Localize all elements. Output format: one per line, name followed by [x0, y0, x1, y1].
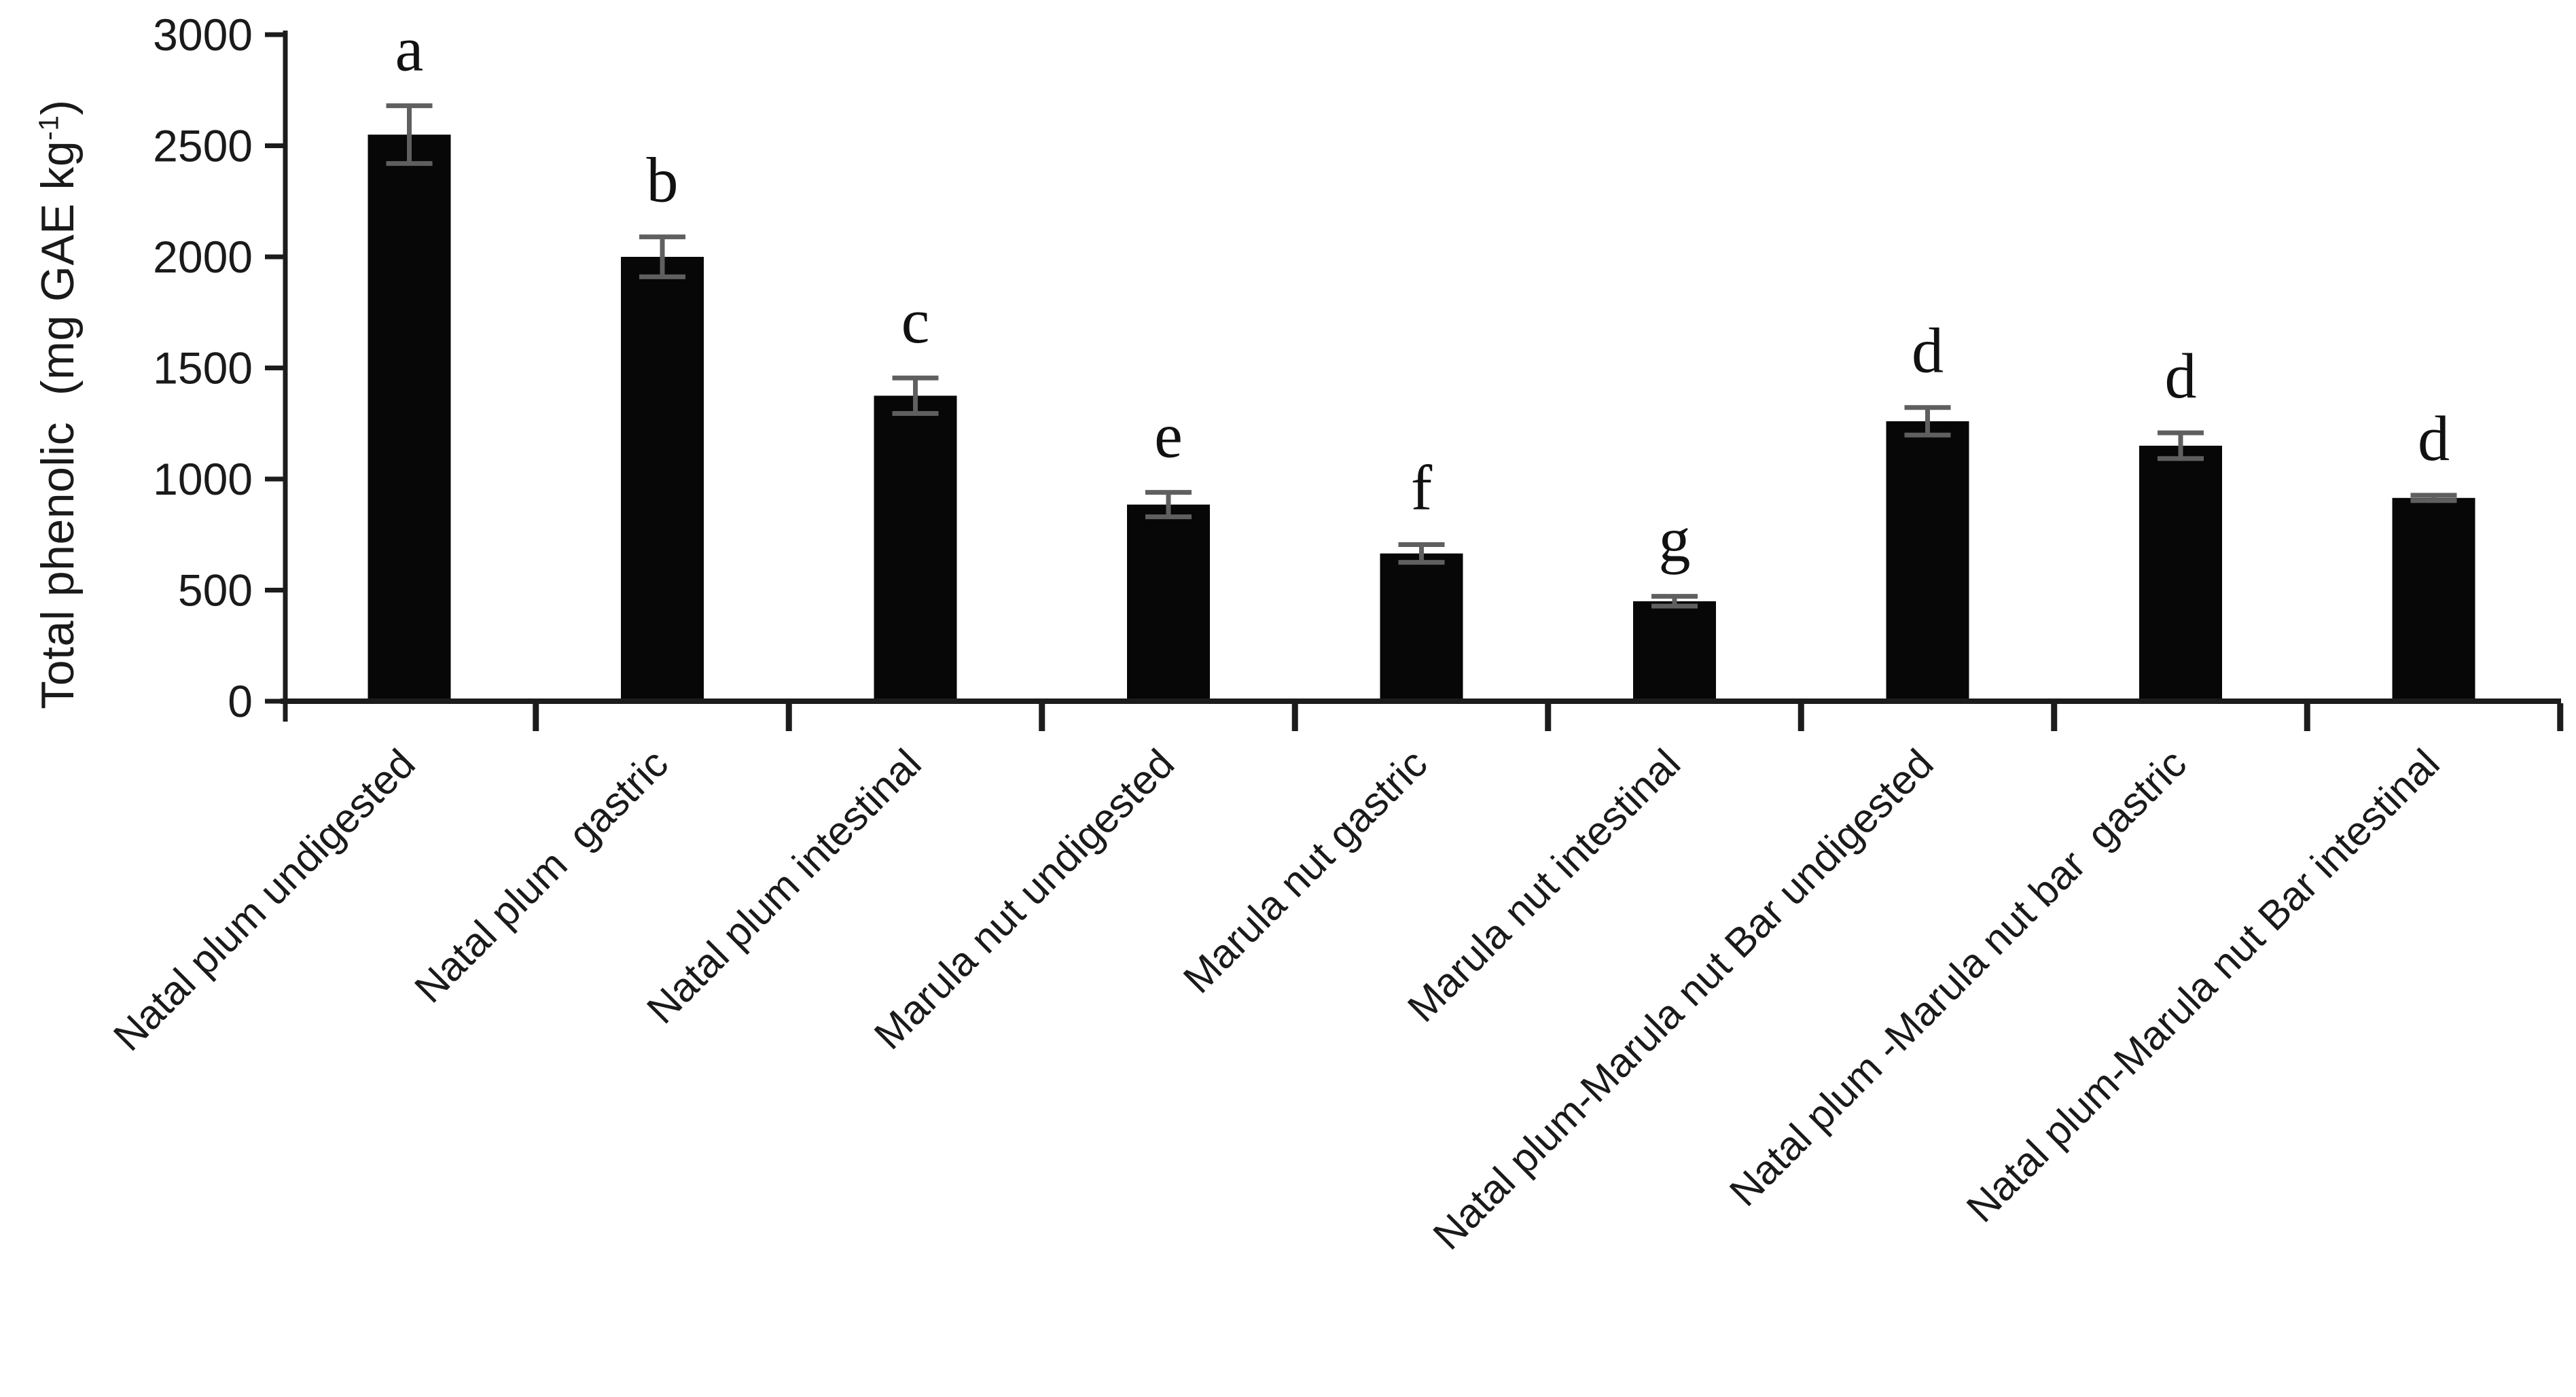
x-category-label: Natal plum intestinal	[638, 741, 929, 1032]
significance-letter: d	[2165, 341, 2197, 412]
x-category-label: Natal plum-Marula nut Bar undigested	[1425, 741, 1942, 1258]
bar	[874, 395, 957, 701]
significance-letter: e	[1154, 401, 1183, 472]
x-category-label: Natal plum undigested	[105, 741, 424, 1060]
bar	[368, 135, 451, 701]
significance-letter: a	[395, 14, 424, 85]
x-category-label: Natal plum gastric	[406, 741, 677, 1012]
bar	[1127, 504, 1210, 701]
y-tick-label: 3000	[153, 10, 253, 60]
significance-letter: f	[1411, 453, 1433, 523]
bar	[1633, 601, 1716, 701]
bar	[2139, 445, 2222, 701]
significance-letter: d	[1912, 316, 1944, 387]
x-category-label: Natal plum -Marula nut bar gastric	[1721, 741, 2195, 1215]
x-category-label: Natal plum-Marula nut Bar intestinal	[1958, 741, 2448, 1231]
y-axis-title-close: )	[32, 99, 84, 116]
x-category-label: Marula nut gastric	[1175, 741, 1436, 1002]
significance-letter: b	[647, 145, 679, 216]
y-tick-label: 500	[178, 565, 253, 616]
x-category-label: Marula nut intestinal	[1399, 741, 1689, 1031]
y-axis-title-text: Total phenolic (mg GAE kg	[32, 140, 84, 709]
bar	[1380, 553, 1463, 701]
y-axis-title-superscript: -1	[33, 115, 65, 141]
y-tick-label: 0	[228, 676, 253, 726]
significance-letter: c	[901, 286, 930, 357]
bar	[1886, 421, 1969, 701]
bar	[2392, 497, 2475, 701]
y-tick-label: 2000	[153, 232, 253, 282]
y-tick-label: 2500	[153, 121, 253, 171]
y-tick-label: 1000	[153, 454, 253, 504]
significance-letter: d	[2418, 404, 2450, 474]
y-tick-label: 1500	[153, 343, 253, 393]
significance-letter: g	[1659, 505, 1691, 576]
y-axis-title: Total phenolic (mg GAE kg-1)	[31, 99, 84, 709]
bar	[621, 257, 704, 701]
